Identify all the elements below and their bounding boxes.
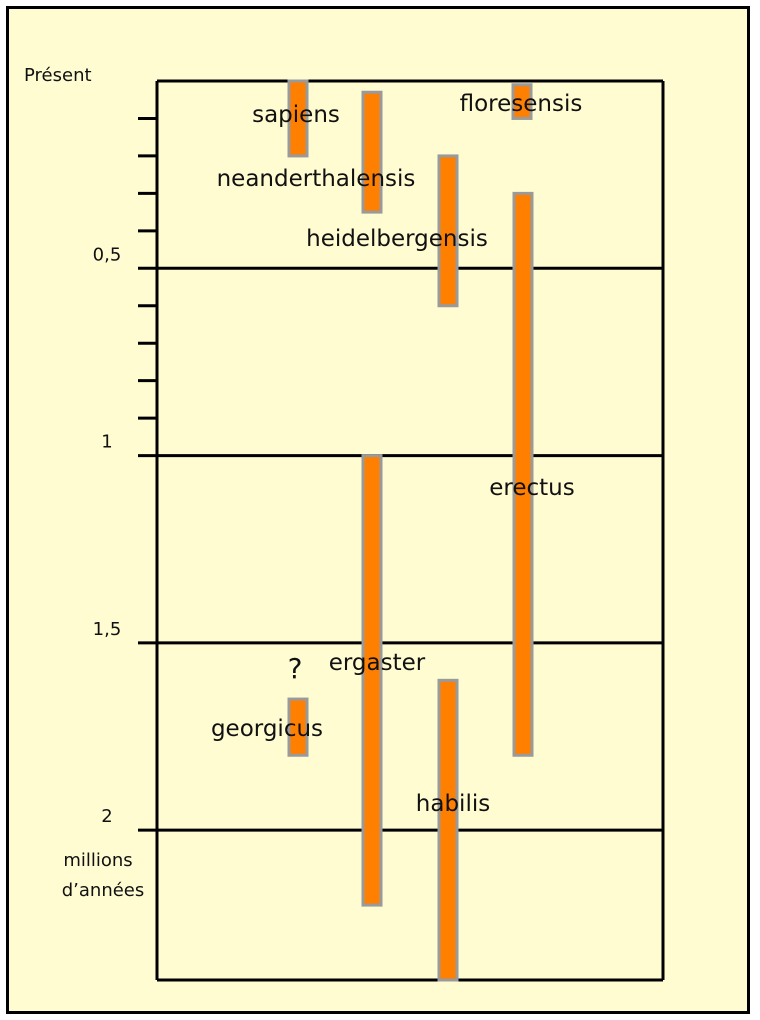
bar-neanderthalensis	[361, 90, 383, 214]
label-ergaster: ergaster	[329, 650, 426, 676]
tick-label-1-5: 1,5	[93, 619, 122, 640]
label-floresensis: floresensis	[460, 91, 583, 117]
minor-ticks	[138, 116, 157, 420]
bar-ergaster	[361, 454, 383, 907]
label-erectus: erectus	[489, 475, 574, 501]
question-mark-annotation: ?	[288, 652, 303, 685]
tick-label-0-5: 0,5	[93, 244, 122, 265]
bar-heidelbergensis	[437, 154, 459, 308]
label-neanderthalensis: neanderthalensis	[217, 166, 416, 192]
axis-unit-label-line2: d’années	[62, 880, 145, 901]
label-habilis: habilis	[416, 791, 490, 817]
bar-floresensis	[511, 83, 533, 120]
bar-georgicus	[287, 697, 309, 757]
grid-lines	[138, 79, 665, 982]
axis-unit-label-line1: millions	[63, 850, 132, 871]
label-georgicus: georgicus	[211, 716, 323, 742]
tick-label-2: 2	[101, 806, 112, 827]
bar-erectus	[512, 191, 534, 757]
label-heidelbergensis: heidelbergensis	[306, 226, 488, 252]
bar-habilis	[437, 678, 459, 982]
species-bars	[287, 79, 534, 982]
tick-label-1: 1	[101, 432, 112, 453]
bar-sapiens	[287, 79, 309, 158]
axis-top-label: Présent	[24, 65, 92, 86]
label-sapiens: sapiens	[252, 102, 340, 128]
